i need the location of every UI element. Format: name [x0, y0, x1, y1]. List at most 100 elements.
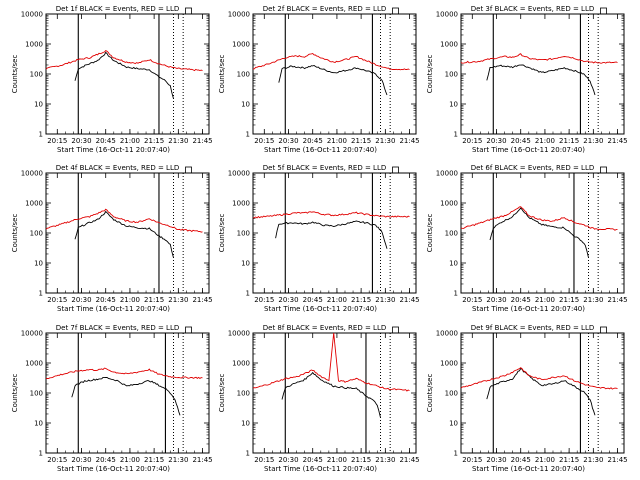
x-tick-label: 21:00	[327, 456, 347, 464]
y-axis-label: Counts/sec	[11, 214, 19, 253]
plot-frame	[460, 172, 625, 294]
events-series-line	[486, 368, 596, 416]
y-tick-label: 1000	[440, 41, 458, 49]
y-tick-label: 10	[34, 420, 43, 428]
x-axis-label: Start Time (16-Oct-11 20:07:40)	[57, 465, 170, 473]
events-series-line	[71, 376, 181, 416]
x-tick-label: 21:45	[607, 137, 627, 145]
y-tick-label: 100	[30, 71, 43, 79]
y-tick-label: 100	[30, 390, 43, 398]
x-tick-label: 21:15	[144, 296, 164, 304]
y-tick-label: 100	[445, 390, 458, 398]
legend-box-icon	[600, 7, 607, 15]
x-tick-label: 21:30	[375, 296, 395, 304]
y-tick-label: 10	[449, 260, 458, 268]
panel-title: Det 8f BLACK = Events, RED = LLD	[263, 324, 386, 332]
panel-title: Det 6f BLACK = Events, RED = LLD	[471, 164, 594, 172]
y-tick-label: 10000	[21, 330, 43, 338]
events-series-line	[74, 51, 174, 99]
y-tick-label: 100	[237, 230, 250, 238]
x-tick-label: 21:00	[120, 137, 140, 145]
panel-5: Det 5f BLACK = Events, RED = LLD 1 10 100 10…	[218, 164, 420, 313]
y-tick-label: 10	[34, 101, 43, 109]
y-tick-label: 100	[237, 71, 250, 79]
x-tick-label: 21:45	[192, 456, 212, 464]
y-tick-label: 10000	[436, 330, 458, 338]
x-tick-label: 20:30	[278, 456, 298, 464]
x-tick-label: 21:45	[607, 456, 627, 464]
x-tick-label: 20:30	[71, 137, 91, 145]
lld-series-line	[45, 367, 203, 379]
lld-series-line	[460, 53, 618, 64]
x-tick-label: 20:45	[303, 296, 323, 304]
x-tick-label: 21:30	[583, 296, 603, 304]
plot-frame	[460, 13, 625, 135]
plot-frame	[252, 172, 417, 294]
y-tick-label: 1000	[232, 360, 250, 368]
x-tick-label: 20:30	[278, 296, 298, 304]
lld-series-line	[252, 211, 410, 219]
x-tick-label: 20:15	[47, 137, 67, 145]
x-tick-label: 21:15	[351, 137, 371, 145]
x-tick-label: 21:30	[168, 456, 188, 464]
x-tick-label: 20:15	[462, 137, 482, 145]
y-tick-label: 1	[39, 290, 43, 298]
x-tick-label: 20:15	[254, 456, 274, 464]
y-axis-label: Counts/sec	[218, 55, 226, 94]
y-tick-label: 1000	[232, 41, 250, 49]
panel-title: Det 7f BLACK = Events, RED = LLD	[56, 324, 179, 332]
x-tick-label: 20:15	[462, 296, 482, 304]
y-tick-label: 100	[445, 71, 458, 79]
y-tick-label: 1	[246, 131, 250, 139]
x-tick-label: 21:00	[327, 296, 347, 304]
x-tick-label: 20:30	[486, 137, 506, 145]
x-tick-label: 21:15	[144, 456, 164, 464]
x-axis-label: Start Time (16-Oct-11 20:07:40)	[57, 305, 170, 313]
x-tick-label: 21:30	[168, 296, 188, 304]
x-axis-label: Start Time (16-Oct-11 20:07:40)	[472, 465, 585, 473]
x-tick-label: 20:15	[462, 456, 482, 464]
x-tick-label: 20:15	[254, 296, 274, 304]
plot-frame	[45, 172, 210, 294]
x-tick-label: 21:15	[351, 456, 371, 464]
y-tick-label: 1000	[25, 200, 43, 208]
x-tick-label: 21:00	[535, 296, 555, 304]
lld-series-line	[252, 52, 410, 71]
panel-title: Det 2f BLACK = Events, RED = LLD	[263, 5, 386, 13]
panel-9: Det 9f BLACK = Events, RED = LLD 1 10 100 10…	[426, 324, 628, 473]
panel-4: Det 4f BLACK = Events, RED = LLD 1 10 100 10…	[11, 164, 213, 313]
y-tick-label: 1	[454, 131, 458, 139]
panel-8: Det 8f BLACK = Events, RED = LLD 1 10 100 10…	[218, 324, 420, 473]
y-tick-label: 100	[445, 230, 458, 238]
x-tick-label: 20:30	[486, 296, 506, 304]
x-tick-label: 20:45	[511, 296, 531, 304]
y-axis-label: Counts/sec	[426, 214, 434, 253]
y-tick-label: 1	[246, 450, 250, 458]
y-tick-label: 10000	[228, 330, 250, 338]
panel-title: Det 4f BLACK = Events, RED = LLD	[56, 164, 179, 172]
y-tick-label: 1000	[25, 360, 43, 368]
y-tick-label: 100	[30, 230, 43, 238]
legend-box-icon	[185, 326, 192, 334]
legend-box-icon	[185, 7, 192, 15]
lld-series-line	[460, 206, 618, 231]
x-tick-label: 20:45	[303, 137, 323, 145]
y-tick-label: 10	[241, 420, 250, 428]
y-tick-label: 100	[237, 390, 250, 398]
y-tick-label: 1000	[440, 360, 458, 368]
y-tick-label: 10000	[228, 170, 250, 178]
events-series-line	[489, 207, 589, 258]
x-tick-label: 21:45	[192, 137, 212, 145]
legend-box-icon	[600, 166, 607, 174]
y-axis-label: Counts/sec	[218, 214, 226, 253]
panel-2: Det 2f BLACK = Events, RED = LLD 1 10 100 10…	[218, 5, 420, 154]
x-tick-label: 21:15	[559, 137, 579, 145]
events-series-line	[278, 65, 388, 96]
x-tick-label: 21:15	[559, 456, 579, 464]
y-tick-label: 10000	[436, 11, 458, 19]
x-tick-label: 20:30	[486, 456, 506, 464]
y-axis-label: Counts/sec	[426, 374, 434, 413]
x-tick-label: 20:45	[511, 456, 531, 464]
x-tick-label: 20:30	[71, 296, 91, 304]
lld-series-line	[460, 367, 618, 390]
